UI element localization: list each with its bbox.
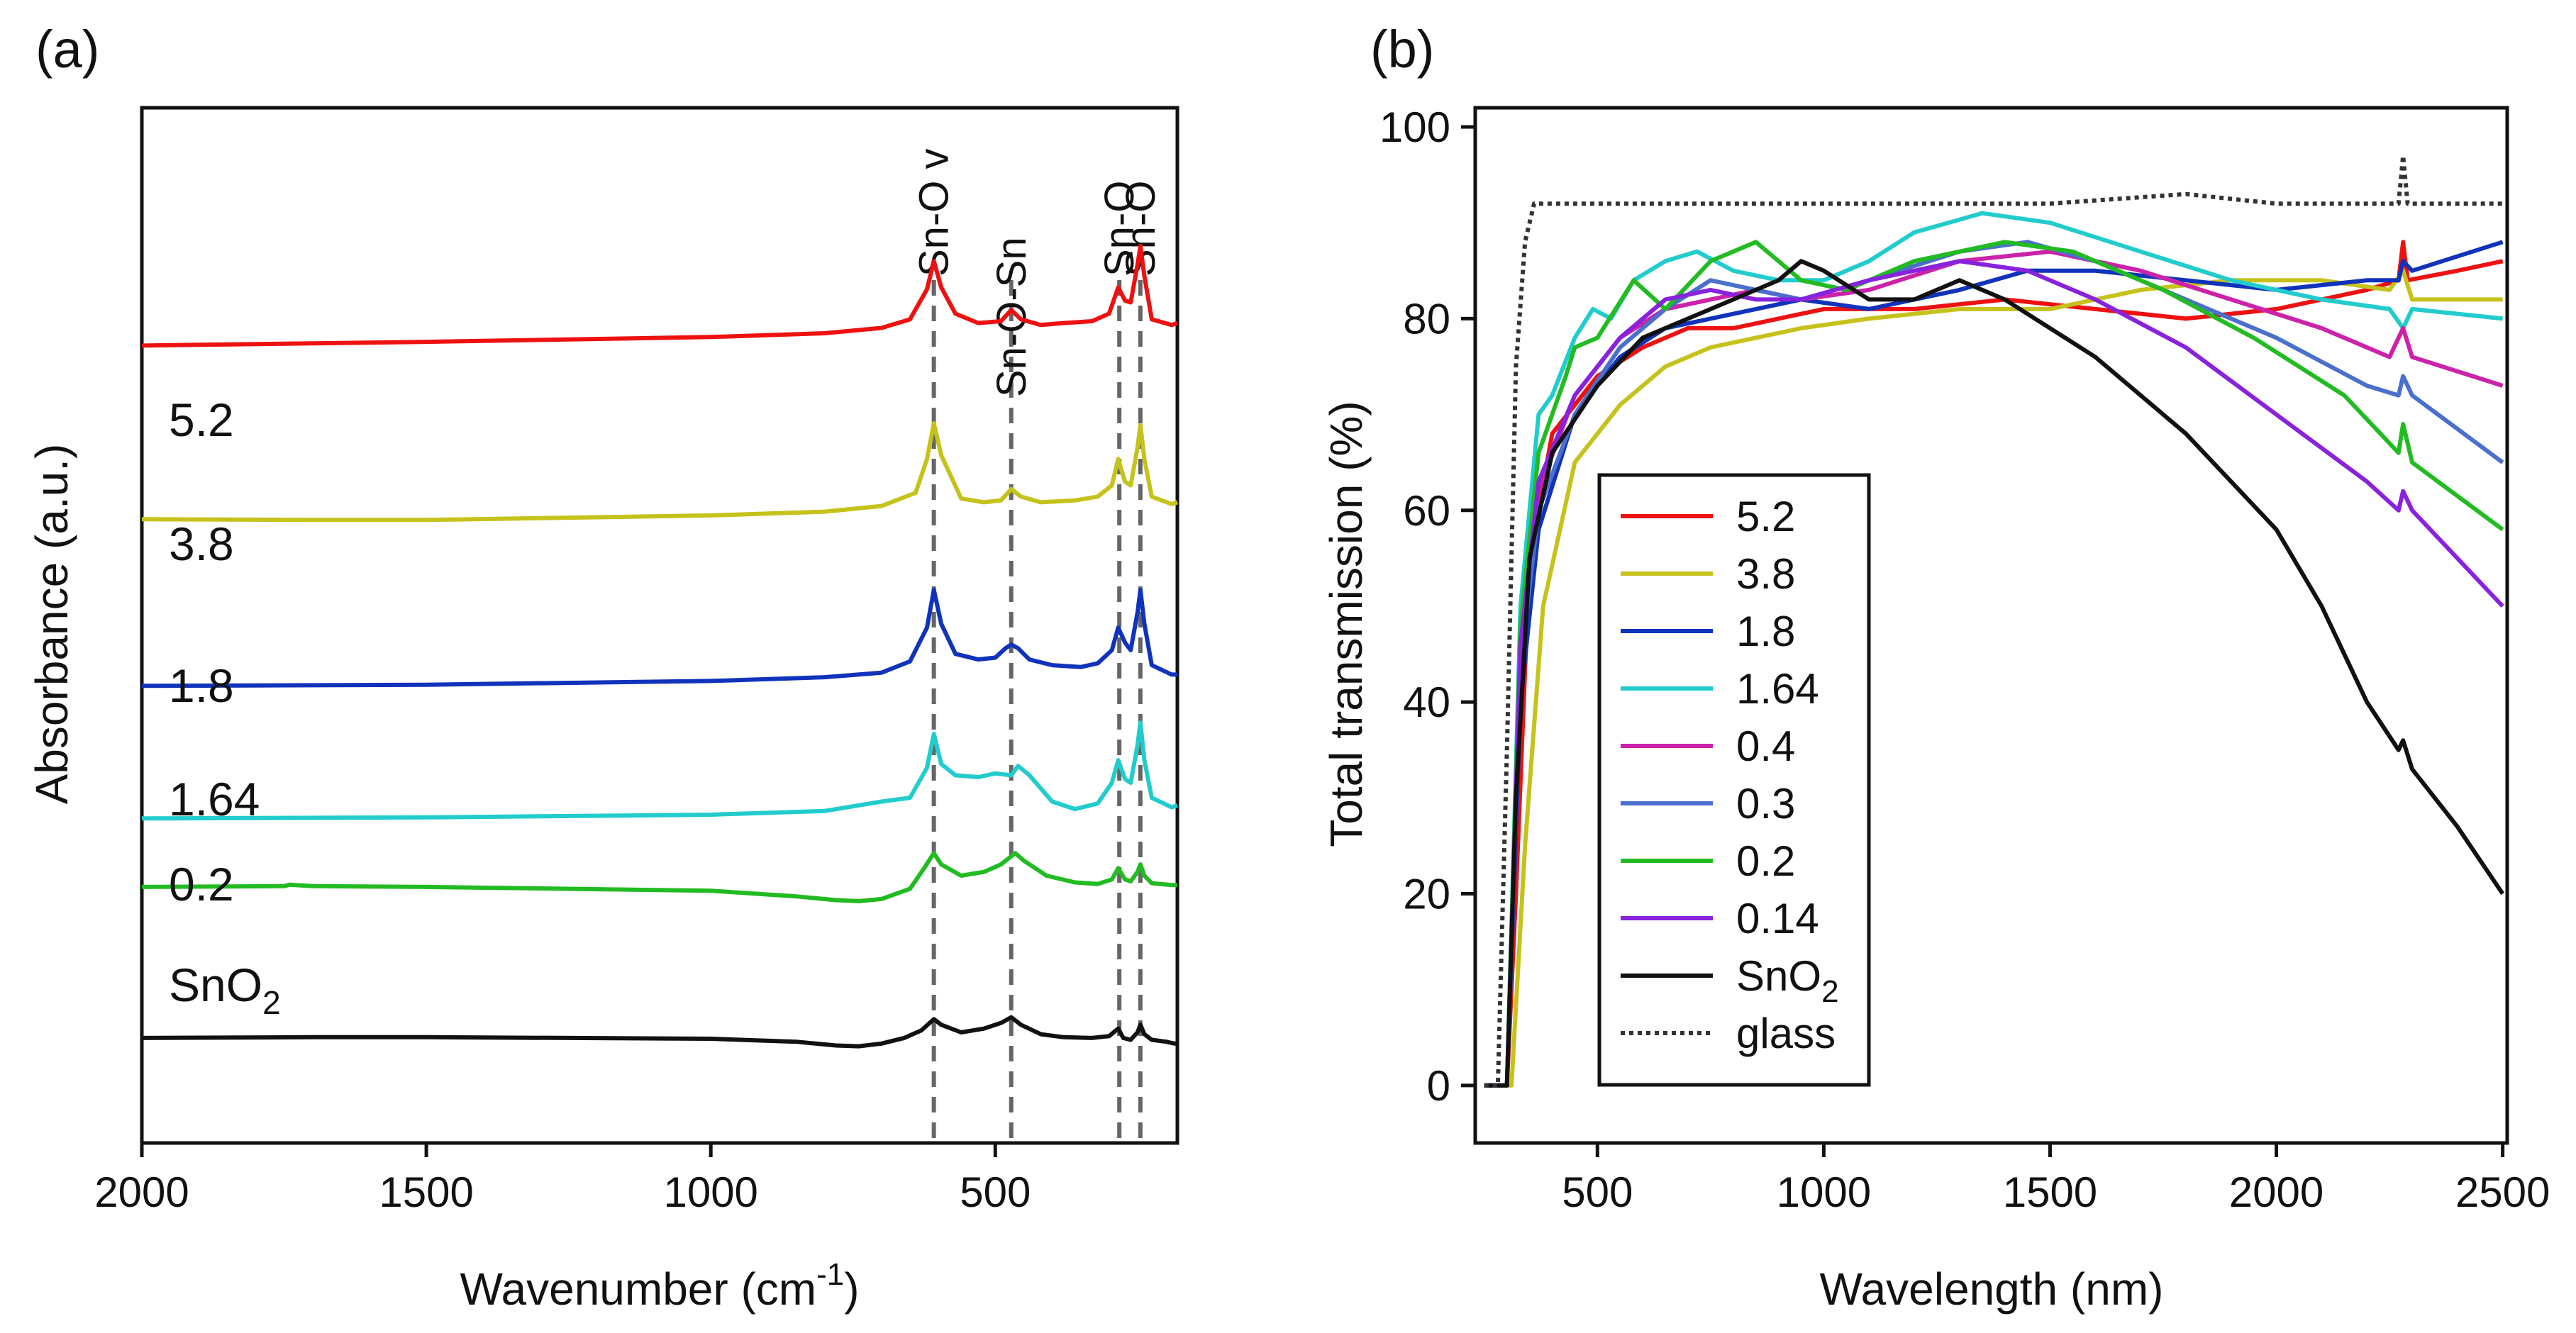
series-line bbox=[141, 720, 1178, 821]
x-tick-label: 1000 bbox=[663, 1169, 757, 1216]
curve-labels: 5.2 3.8 1.8 1.64 0.2 SnO2 bbox=[169, 394, 281, 1021]
peak-label: Sn-O v bbox=[911, 149, 957, 277]
x-tick-label: 2000 bbox=[2229, 1169, 2324, 1216]
x-tick-label: 1000 bbox=[1777, 1169, 1871, 1216]
series-line bbox=[1484, 259, 2505, 1088]
panel-b-label: (b) bbox=[1370, 20, 1434, 79]
curve-label: 5.2 bbox=[169, 394, 234, 446]
series-line bbox=[141, 588, 1177, 688]
curve-label: 0.2 bbox=[169, 858, 234, 910]
legend-label: SnO2 bbox=[1736, 952, 1839, 1009]
x-tick-label: 2000 bbox=[94, 1169, 189, 1216]
curve-label: 3.8 bbox=[169, 518, 234, 570]
series-line bbox=[141, 851, 1177, 903]
spectra bbox=[141, 244, 1178, 1049]
legend-label: 1.8 bbox=[1736, 608, 1795, 655]
legend-label: 0.3 bbox=[1736, 780, 1795, 827]
series-line bbox=[141, 244, 1178, 348]
axis-ticks: 500 1000 1500 2000 2500 0 20 40 60 80 100 bbox=[1379, 104, 2550, 1216]
legend-label: 3.8 bbox=[1736, 550, 1795, 598]
legend-frame bbox=[1597, 473, 1871, 1087]
series-line bbox=[1484, 153, 2503, 1088]
x-axis-title: Wavenumber (cm-1) bbox=[460, 1257, 859, 1315]
x-axis-title-close: ) bbox=[844, 1264, 859, 1315]
legend-label: 5.2 bbox=[1736, 493, 1795, 540]
curve-label: 1.8 bbox=[169, 659, 234, 712]
legend-label: 0.2 bbox=[1736, 837, 1795, 885]
panel-b: (b) 500 1000 1500 2000 2500 0 20 40 60 80 100 5.2 3… bbox=[1321, 20, 2550, 1315]
x-axis-title: Wavelength (nm) bbox=[1820, 1264, 2164, 1315]
x-axis-title-sup: -1 bbox=[816, 1257, 844, 1292]
y-axis-title: Absorbance (a.u.) bbox=[26, 444, 77, 805]
legend-label: 0.4 bbox=[1736, 723, 1795, 770]
y-tick-label: 40 bbox=[1403, 679, 1450, 726]
x-ticks: 2000 1500 1000 500 bbox=[94, 1143, 1031, 1216]
x-tick-label: 1500 bbox=[379, 1169, 473, 1216]
series-line bbox=[141, 421, 1178, 523]
series-line bbox=[1484, 240, 2504, 1088]
x-tick-label: 2500 bbox=[2455, 1169, 2550, 1216]
series-line bbox=[1484, 249, 2504, 1088]
y-tick-label: 60 bbox=[1403, 487, 1450, 535]
series-line bbox=[141, 1015, 1177, 1049]
y-tick-label: 100 bbox=[1379, 104, 1450, 151]
panel-a-frame bbox=[140, 106, 1179, 1145]
panel-a-label: (a) bbox=[35, 20, 99, 79]
legend-label: 1.64 bbox=[1736, 665, 1819, 713]
panel-b-frame bbox=[1473, 106, 2509, 1145]
x-tick-label: 500 bbox=[1562, 1169, 1633, 1216]
y-tick-label: 80 bbox=[1403, 295, 1450, 342]
y-axis-title: Total transmission (%) bbox=[1321, 401, 1372, 847]
peak-label: Sn-O bbox=[1097, 181, 1143, 277]
y-tick-label: 20 bbox=[1403, 871, 1450, 918]
x-axis-title-main: Wavenumber (cm bbox=[460, 1264, 816, 1315]
curve-label: 1.64 bbox=[169, 773, 260, 825]
legend-label: 0.14 bbox=[1736, 895, 1819, 942]
legend-label: glass bbox=[1736, 1010, 1836, 1057]
peak-label: Sn-O-Sn bbox=[989, 237, 1035, 397]
series-line bbox=[1484, 268, 2503, 1088]
x-tick-label: 1500 bbox=[2003, 1169, 2097, 1216]
transmission-curves bbox=[1484, 153, 2505, 1088]
y-tick-label: 0 bbox=[1427, 1062, 1450, 1110]
series-line bbox=[1484, 240, 2504, 1088]
x-tick-label: 500 bbox=[960, 1169, 1031, 1216]
curve-label: SnO2 bbox=[169, 959, 281, 1021]
